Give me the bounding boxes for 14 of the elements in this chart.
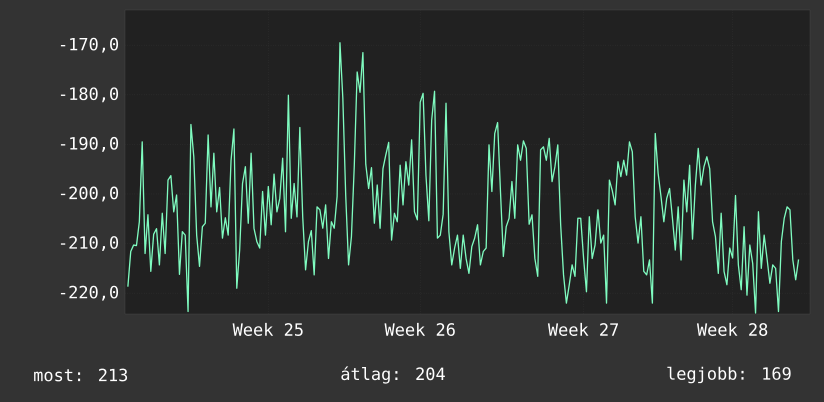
x-tick-label: Week 28 [696,322,768,336]
y-tick-label: -190,0 [60,136,118,152]
line-series [127,42,800,314]
x-tick-label: Week 25 [232,322,303,336]
y-tick-label: -220,0 [60,286,118,301]
y-tick-label: -210,0 [60,236,118,252]
x-tick-label: Week 27 [548,322,618,336]
x-tick-label: Week 26 [384,322,455,336]
y-tick-label: -180,0 [60,87,118,102]
text: most: 213 [34,368,128,382]
y-tick-label: -200,0 [60,186,118,202]
y-tick-label: -170,0 [60,38,118,53]
text: legjobb: 169 [667,366,791,384]
text: átlag: 204 [341,366,445,384]
